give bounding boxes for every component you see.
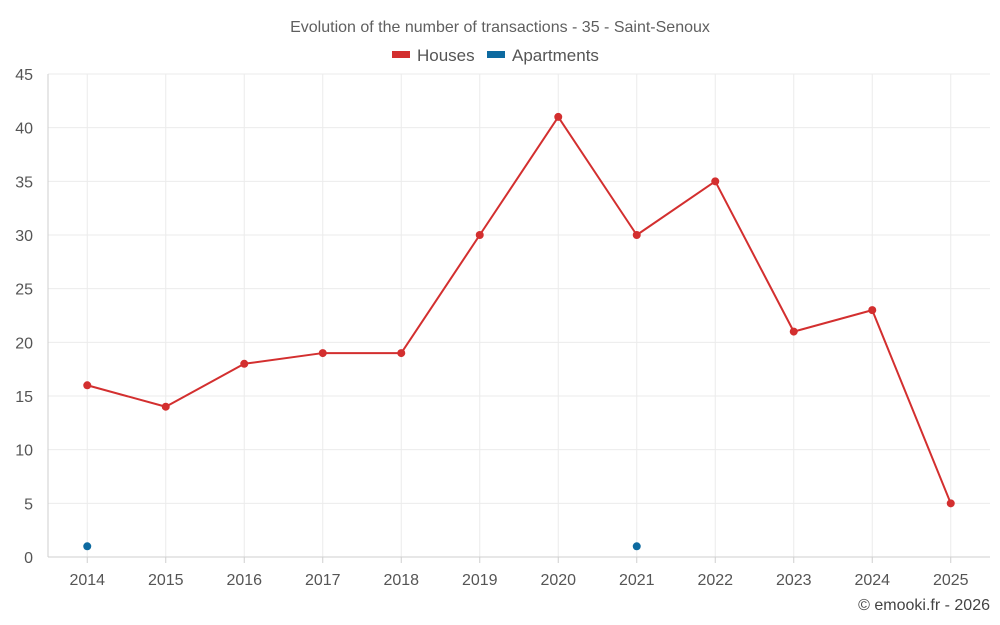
y-tick-label: 35 xyxy=(15,174,33,191)
credit-text: © emooki.fr - 2026 xyxy=(858,597,990,614)
y-tick-label: 20 xyxy=(15,335,33,352)
series-line-segment-houses xyxy=(86,384,167,408)
data-point-houses-2018[interactable] xyxy=(397,349,406,358)
series-line-segment-houses xyxy=(792,309,874,333)
x-tick-label: 2021 xyxy=(619,572,655,589)
x-tick-label: 2016 xyxy=(226,572,262,589)
y-tick-label: 10 xyxy=(15,443,33,460)
x-tick-label: 2023 xyxy=(776,572,812,589)
data-point-houses-2022[interactable] xyxy=(711,177,720,186)
data-point-houses-2021[interactable] xyxy=(632,231,641,239)
legend-label-houses: Houses xyxy=(417,46,475,65)
series-apartments xyxy=(83,542,641,551)
x-tick-label: 2024 xyxy=(854,572,890,589)
legend-label-apartments: Apartments xyxy=(512,46,599,65)
series xyxy=(83,112,955,551)
data-point-houses-2017[interactable] xyxy=(318,349,327,358)
legend-swatch-apartments xyxy=(487,51,505,58)
data-point-houses-2023[interactable] xyxy=(789,327,798,336)
y-tick-label: 25 xyxy=(15,282,33,299)
data-point-houses-2024[interactable] xyxy=(868,306,877,315)
grid xyxy=(48,73,990,557)
legend-swatch-houses xyxy=(392,51,410,58)
x-tick-label: 2020 xyxy=(540,572,576,589)
chart-title: Evolution of the number of transactions … xyxy=(290,19,710,36)
series-line-segment-houses xyxy=(478,115,560,236)
y-tick-label: 30 xyxy=(15,228,33,245)
y-axis-ticks: 0 5 10 15 20 25 30 35 40 45 xyxy=(15,67,33,567)
data-point-apartments-2014[interactable] xyxy=(83,542,92,551)
series-line-segment-houses xyxy=(871,309,952,505)
legend: Houses Apartments xyxy=(392,46,599,65)
y-tick-label: 40 xyxy=(15,121,33,138)
x-tick-label: 2022 xyxy=(697,572,733,589)
x-tick-label: 2015 xyxy=(148,572,184,589)
y-tick-label: 5 xyxy=(24,496,33,513)
axes xyxy=(47,74,990,563)
data-point-houses-2025[interactable] xyxy=(946,499,955,508)
legend-item-apartments[interactable]: Apartments xyxy=(487,46,599,65)
x-tick-label: 2025 xyxy=(933,572,969,589)
x-tick-label: 2019 xyxy=(462,572,498,589)
x-tick-label: 2014 xyxy=(69,572,105,589)
data-point-houses-2020[interactable] xyxy=(554,112,563,121)
series-houses xyxy=(83,112,955,508)
data-point-apartments-2021[interactable] xyxy=(632,542,641,551)
y-tick-label: 0 xyxy=(24,550,33,567)
y-tick-label: 15 xyxy=(15,389,33,406)
data-point-houses-2016[interactable] xyxy=(240,359,249,368)
series-line-segment-houses xyxy=(714,180,795,333)
data-point-houses-2019[interactable] xyxy=(475,231,484,239)
data-point-houses-2014[interactable] xyxy=(83,381,92,390)
legend-item-houses[interactable]: Houses xyxy=(392,46,475,65)
data-point-houses-2015[interactable] xyxy=(161,402,170,411)
series-line-segment-houses xyxy=(635,180,717,236)
series-line-segment-houses xyxy=(400,234,481,355)
y-tick-label: 45 xyxy=(15,67,33,84)
series-line-segment-houses xyxy=(164,362,246,408)
x-tick-label: 2018 xyxy=(383,572,419,589)
series-line-segment-houses xyxy=(243,352,324,365)
x-tick-label: 2017 xyxy=(305,572,341,589)
series-line-segment-houses xyxy=(557,115,638,236)
x-axis-ticks: 2014 2015 2016 2017 2018 2019 2020 2021 2022 2023… xyxy=(69,572,968,589)
